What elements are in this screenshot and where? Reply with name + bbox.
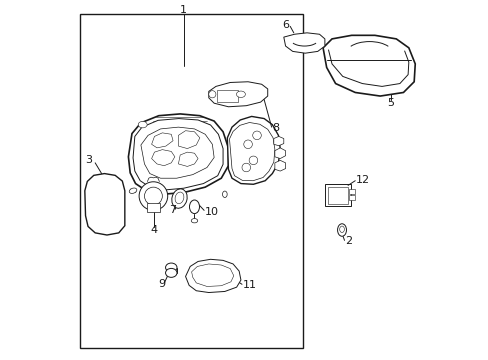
Polygon shape [151,150,175,166]
Circle shape [248,156,257,165]
Polygon shape [133,118,223,190]
Ellipse shape [171,189,187,208]
FancyBboxPatch shape [348,195,354,200]
Circle shape [242,163,250,172]
Ellipse shape [191,219,197,223]
Circle shape [144,187,162,205]
Text: 8: 8 [272,123,279,133]
Polygon shape [141,127,214,178]
Circle shape [252,131,261,140]
Polygon shape [273,136,283,146]
Text: 1: 1 [180,5,187,15]
Text: 10: 10 [205,207,219,217]
Ellipse shape [189,200,199,213]
Text: 12: 12 [356,175,370,185]
Circle shape [244,140,252,149]
Polygon shape [227,116,280,184]
Bar [80,14,303,348]
Polygon shape [128,114,228,194]
Ellipse shape [138,121,147,128]
Ellipse shape [165,269,177,277]
Text: 7: 7 [168,205,176,215]
Circle shape [208,91,216,98]
Polygon shape [191,264,233,287]
Polygon shape [185,259,241,293]
Polygon shape [178,131,200,149]
FancyBboxPatch shape [325,184,350,206]
Text: 3: 3 [85,156,92,165]
Ellipse shape [236,91,245,98]
Polygon shape [274,148,285,158]
Ellipse shape [337,224,346,236]
Ellipse shape [129,188,137,193]
Circle shape [139,182,167,210]
Text: 2: 2 [345,237,352,247]
FancyBboxPatch shape [216,90,238,103]
Ellipse shape [339,226,344,233]
Text: 11: 11 [242,280,256,291]
FancyBboxPatch shape [146,203,160,212]
Polygon shape [151,133,173,148]
Polygon shape [178,152,198,166]
Ellipse shape [165,263,177,272]
Polygon shape [323,35,414,96]
Text: 4: 4 [151,225,158,235]
Ellipse shape [175,192,183,204]
FancyBboxPatch shape [328,187,347,203]
Polygon shape [283,33,324,53]
Polygon shape [229,122,274,181]
Text: 9: 9 [158,279,165,289]
FancyBboxPatch shape [348,189,354,194]
Polygon shape [208,82,267,107]
Ellipse shape [222,191,227,198]
Text: 5: 5 [386,98,394,108]
Polygon shape [274,160,285,171]
Polygon shape [84,174,124,235]
Text: 6: 6 [282,19,288,30]
